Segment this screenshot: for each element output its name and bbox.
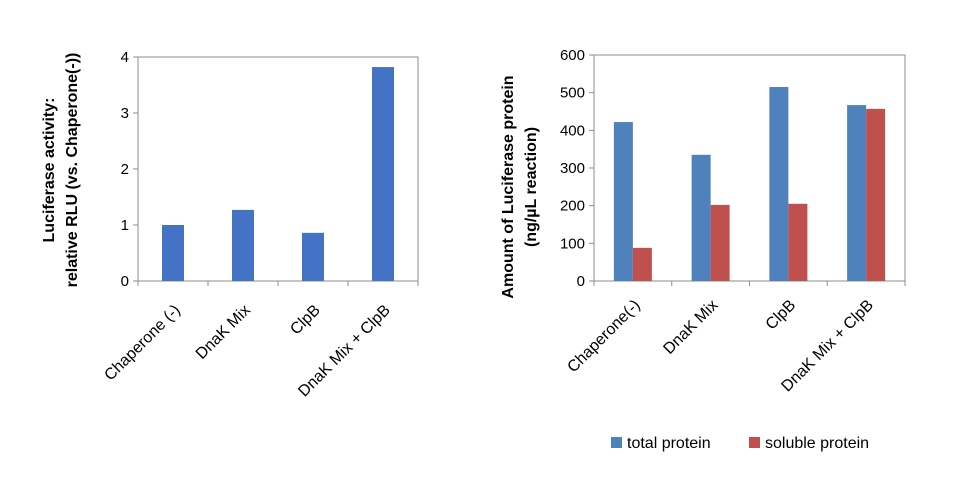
chart2-category-label: Chaperone(-) (564, 297, 643, 376)
chart1-category-label: ClpB (287, 302, 324, 339)
chart2-ylabel-line1: Amount of Luciferase protein (500, 75, 517, 298)
legend-swatch-soluble-protein (749, 437, 760, 448)
chart1-bar (302, 232, 324, 281)
chart2-ytick-label: 500 (560, 85, 585, 102)
chart2-ytick-label: 300 (560, 160, 585, 177)
chart2-ytick-label: 400 (560, 122, 585, 139)
chart2-bar-total-protein (691, 154, 711, 281)
chart1-bar (162, 225, 184, 281)
chart2-bar-total-protein (847, 105, 867, 281)
chart2-ytick-label: 0 (577, 273, 585, 290)
chart1-ylabel-line1: Luciferase activity: (41, 98, 58, 243)
chart2-legend: total protein soluble protein (611, 435, 869, 452)
chart2-category-label: ClpB (763, 297, 800, 334)
chart2-ytick-label: 600 (560, 47, 585, 64)
chart2-bar-soluble-protein (710, 204, 730, 281)
luciferase-protein-chart: 0 100 200 300 400 500 600 Chaperone(-) DnaK Mix C… (560, 47, 906, 395)
chart2-bar-soluble-protein (788, 203, 808, 281)
chart1-ytick-label: 1 (121, 217, 129, 234)
chart2-bar-total-protein (613, 122, 633, 282)
chart1-ytick-label: 0 (121, 273, 129, 290)
chart2-bar-soluble-protein (866, 108, 886, 281)
chart1-category-label: DnaK Mix (193, 302, 254, 363)
chart2-bar-soluble-protein (632, 247, 652, 281)
chart1-ylabel-line2: relative RLU (vs. Chaperone(-)) (64, 53, 81, 288)
legend-label-soluble-protein: soluble protein (765, 435, 869, 452)
chart2-ytick-label: 100 (560, 235, 585, 252)
chart2-bar-total-protein (769, 87, 789, 282)
chart1-bar (232, 209, 254, 281)
chart1-ytick-label: 4 (121, 49, 129, 66)
chart1-ytick-label: 2 (121, 161, 129, 178)
chart1-category-label: Chaperone (-) (101, 302, 183, 384)
chart1-ytick-label: 3 (121, 105, 129, 122)
chart2-category-label: DnaK Mix (660, 297, 721, 358)
chart2-ytick-label: 200 (560, 198, 585, 215)
legend-label-total-protein: total protein (627, 435, 711, 452)
chart2-ylabel-line2: (ng/µL reaction) (523, 127, 540, 247)
chart1-bar (372, 67, 394, 281)
legend-swatch-total-protein (611, 437, 622, 448)
